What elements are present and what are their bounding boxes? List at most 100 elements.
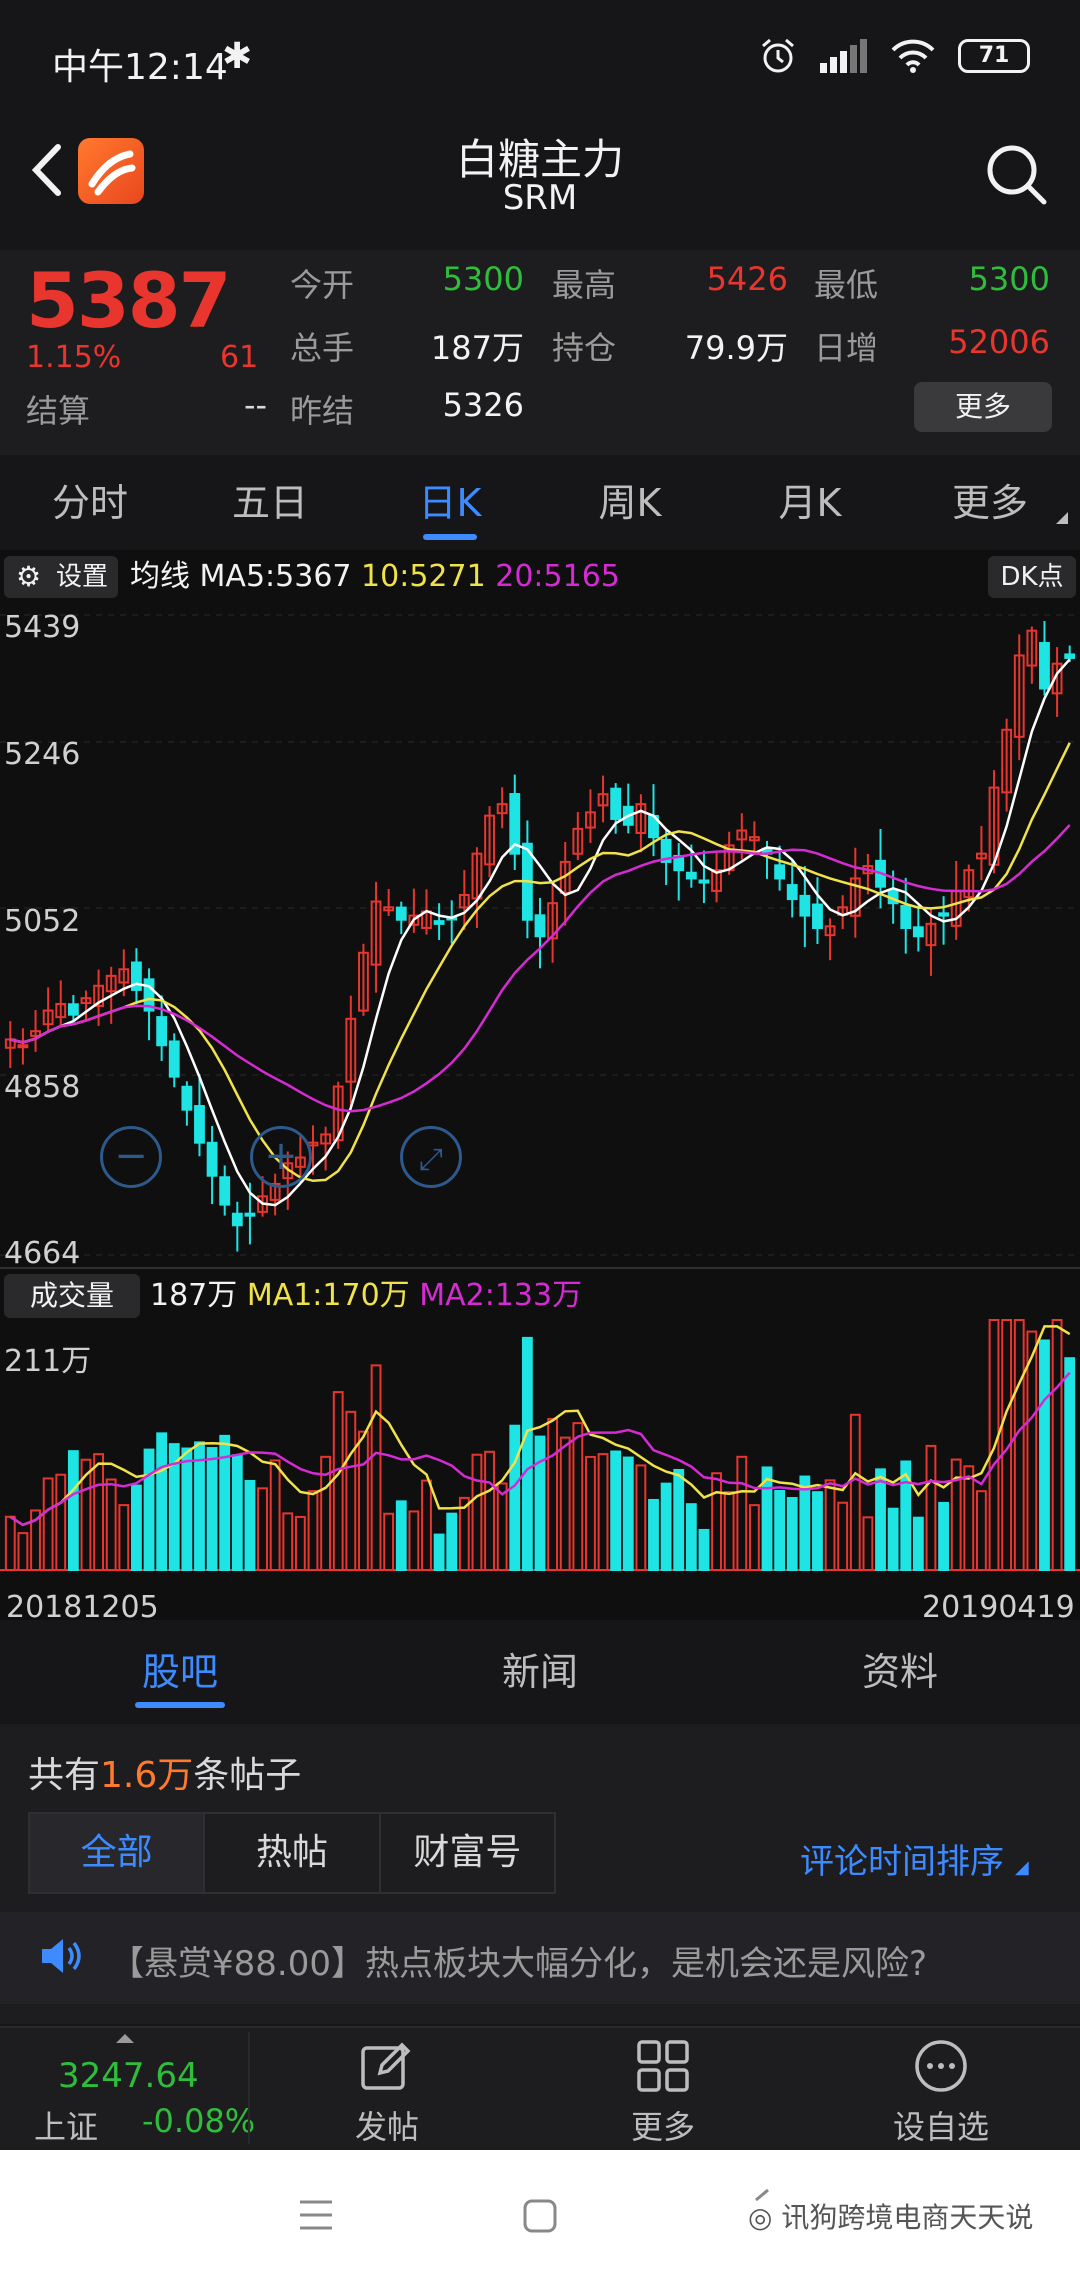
filter-all[interactable]: 全部 <box>30 1814 206 1892</box>
vol-ma2-line <box>9 1371 1071 1527</box>
reward-notice[interactable] <box>0 1912 1080 2004</box>
volume-value: 187万 <box>150 1278 238 1313</box>
candle-body <box>395 906 407 921</box>
tab-forum[interactable]: 股吧 <box>0 1622 360 1722</box>
add-watchlist-label: 设自选 <box>892 2108 989 2146</box>
candle-body <box>17 1044 29 1049</box>
volume-bar <box>938 1501 949 1571</box>
candle-body <box>736 829 748 841</box>
quote-label-daily-increase: 日增 <box>814 329 879 367</box>
candle-body <box>484 814 495 866</box>
volume-bar <box>105 1478 117 1571</box>
candle-body <box>206 1141 218 1177</box>
volume-bar <box>786 1497 798 1572</box>
candle-body <box>1026 629 1038 667</box>
volume-bar <box>1039 1339 1050 1571</box>
volume-bar <box>408 1510 420 1571</box>
volume-bar <box>30 1509 41 1571</box>
search-icon <box>987 145 1047 205</box>
candle-body <box>938 912 949 917</box>
zoom-out-button[interactable]: − <box>100 1126 162 1188</box>
volume-bar <box>4 1515 16 1571</box>
volume-bar <box>458 1496 470 1571</box>
signal-icon <box>820 39 867 73</box>
speaker-icon <box>38 1934 82 1978</box>
tab-profile[interactable]: 资料 <box>861 1650 938 1694</box>
change-amount: 61 <box>220 340 259 375</box>
volume-bar <box>748 1504 760 1571</box>
tab-five-day[interactable]: 五日 <box>231 481 308 525</box>
settings-label: 设置 <box>56 562 109 592</box>
battery-icon: 71 <box>958 39 1030 73</box>
volume-bar <box>837 1501 849 1571</box>
filter-fortune[interactable]: 财富号 <box>380 1814 554 1892</box>
kline-chart-area[interactable] <box>0 550 1080 1620</box>
tab-intraday[interactable]: 分时 <box>51 481 128 525</box>
home-icon[interactable] <box>522 2198 558 2234</box>
candle-body <box>534 914 546 938</box>
date-start-label: 20181205 <box>6 1590 159 1625</box>
sort-by-comment-time-button[interactable]: 评论时间排序 ◢ <box>800 1834 1029 1883</box>
settle-value: -- <box>244 386 268 424</box>
volume-bar <box>660 1482 672 1571</box>
volume-bar <box>332 1391 344 1572</box>
volume-bar <box>648 1498 659 1572</box>
volume-bar <box>156 1432 168 1571</box>
tab-weekly-k[interactable]: 周K <box>598 481 662 525</box>
status-time: 中午12:14 <box>52 47 228 88</box>
quote-value-prev-settle: 5326 <box>442 386 524 424</box>
candle-body <box>131 961 142 991</box>
back-nav-icon[interactable] <box>752 2188 772 2208</box>
chart-settings-button[interactable]: ⚙ 设置 <box>4 556 118 598</box>
volume-bar <box>824 1479 836 1572</box>
sort-label: 评论时间排序 <box>800 1842 1004 1882</box>
volume-indicator-button[interactable]: 成交量 <box>4 1274 140 1318</box>
candle-body <box>55 1002 67 1019</box>
back-button[interactable] <box>22 135 72 205</box>
quote-value-high: 5426 <box>706 260 788 298</box>
volume-bar <box>231 1454 243 1571</box>
alarm-icon <box>762 38 794 73</box>
candle-body <box>799 894 811 917</box>
post-button[interactable]: 发帖 <box>302 2034 472 2146</box>
quote-label-open: 今开 <box>290 266 355 304</box>
tab-monthly-k[interactable]: 月K <box>778 481 842 525</box>
volume-bar <box>975 1490 987 1572</box>
candle-body <box>685 871 697 880</box>
candle-body <box>812 903 823 929</box>
volume-bar <box>547 1417 559 1571</box>
zoom-in-button[interactable]: + <box>250 1126 312 1188</box>
candle-body <box>1064 653 1076 659</box>
tab-news[interactable]: 新闻 <box>501 1650 578 1694</box>
volume-bar <box>862 1516 874 1571</box>
more-quote-button[interactable]: 更多 <box>914 382 1052 432</box>
candle-body <box>900 904 912 929</box>
tab-daily-k[interactable]: 日K <box>360 458 540 548</box>
dk-point-button[interactable]: DK点 <box>988 556 1076 598</box>
volume-bar <box>446 1512 458 1571</box>
wifi-icon <box>891 39 935 73</box>
candle-body <box>433 920 445 925</box>
tab-more[interactable]: 更多 <box>951 481 1028 525</box>
volume-bar <box>912 1516 924 1572</box>
quote-value-open: 5300 <box>442 260 524 298</box>
volume-bar <box>1051 1319 1063 1571</box>
volume-bar <box>1026 1330 1038 1571</box>
volume-bar <box>269 1459 281 1571</box>
more-functions-button[interactable]: 更多 <box>578 2034 748 2146</box>
volume-bar <box>294 1515 306 1571</box>
index-value[interactable]: 3247.64 <box>58 2056 199 2096</box>
app-logo[interactable] <box>78 138 144 204</box>
candle-body <box>1001 728 1013 794</box>
add-watchlist-button[interactable]: 设自选 <box>856 2034 1026 2146</box>
search-button[interactable] <box>982 140 1052 210</box>
candle-body <box>219 1176 231 1206</box>
menu-icon[interactable] <box>298 2198 334 2232</box>
candle-body <box>370 900 382 966</box>
volume-bar <box>93 1453 105 1571</box>
quote-value-daily-increase: 52006 <box>948 323 1050 361</box>
candle-body <box>1013 654 1025 738</box>
filter-hot[interactable]: 热帖 <box>205 1814 381 1892</box>
volume-bar <box>963 1465 975 1572</box>
fullscreen-button[interactable]: ⤢ <box>400 1126 462 1188</box>
